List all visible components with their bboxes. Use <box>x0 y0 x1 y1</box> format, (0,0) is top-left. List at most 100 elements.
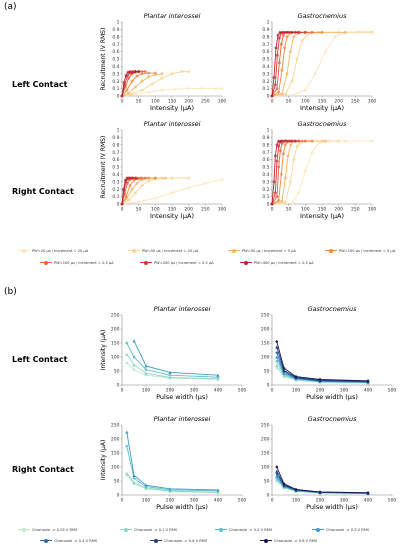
x-tick-label: 200 <box>184 99 193 105</box>
data-point <box>220 87 224 91</box>
data-point <box>275 355 279 359</box>
legend-b: Chronaxie -> 0.05 V RMS Chronaxie -> 0.1… <box>0 527 420 549</box>
data-point <box>337 139 341 143</box>
y-tick-label: 0.2 <box>262 79 269 85</box>
data-point <box>153 196 157 200</box>
x-tick-label: 300 <box>190 498 199 504</box>
x-tick-label: 400 <box>214 498 223 504</box>
x-tick-label: 150 <box>318 99 327 105</box>
y-tick-label: 0 <box>267 493 270 499</box>
data-point <box>285 30 289 34</box>
y-tick-label: 0.5 <box>112 57 119 63</box>
chart-a-right-gastrocnemius: Gastrocnemius 0 0.10.2 0.30.40.5 0.60.7 0.80.… <box>262 120 377 220</box>
data-point <box>275 53 279 57</box>
x-tick-label: 500 <box>238 388 247 394</box>
x-tick-label: 300 <box>218 99 227 105</box>
data-point <box>277 198 281 202</box>
data-point <box>133 93 137 96</box>
x-tick-label: 0 <box>121 388 124 394</box>
data-point <box>120 202 124 206</box>
data-point <box>120 94 124 98</box>
y-tick-label: 0.4 <box>262 64 269 70</box>
data-point <box>275 143 279 147</box>
data-point <box>147 90 151 94</box>
x-tick-label: 200 <box>166 388 175 394</box>
data-point <box>203 181 207 185</box>
legend-b-item: Chronaxie -> 0.1 V RMS <box>120 527 177 532</box>
x-tick-label: 300 <box>190 388 199 394</box>
y-tick-label: 0 <box>267 94 270 100</box>
x-tick-label: 0 <box>121 498 124 504</box>
y-tick-label: 0.3 <box>112 179 119 185</box>
data-point <box>275 340 279 344</box>
x-tick-label: 300 <box>340 498 349 504</box>
y-tick-label: 0.7 <box>262 42 269 48</box>
data-point <box>289 143 293 147</box>
legend-a: PW=20 µs / Increment = 20 µA PW=50 µs / … <box>0 248 420 276</box>
chart-b-left-plantar-interossei: Plantar interossei 0 50 100 150 200 250 0 100 200… <box>100 305 247 401</box>
data-point <box>283 93 287 96</box>
data-point <box>277 165 281 169</box>
data-point <box>160 72 164 76</box>
y-tick-label: 250 <box>261 313 270 319</box>
data-point <box>294 375 298 379</box>
data-point <box>303 139 307 143</box>
data-point <box>292 35 296 39</box>
data-point <box>137 200 141 204</box>
data-point <box>127 198 131 202</box>
chart-b-right-gastrocnemius: Gastrocnemius 0 50 100 150 200 250 0 100 200 300 40… <box>261 415 397 511</box>
legend-a-item: PW=50 µs / Increment = 10 µA <box>128 248 198 253</box>
data-point <box>366 491 370 495</box>
data-point <box>275 465 279 469</box>
data-point <box>282 482 286 486</box>
x-tick-label: 0 <box>271 498 274 504</box>
y-tick-label: 0 <box>117 493 120 499</box>
data-point <box>125 430 129 434</box>
x-tick-label: 0 <box>271 388 274 394</box>
data-point <box>318 377 322 381</box>
data-point <box>213 87 217 91</box>
data-point <box>147 179 151 183</box>
x-tick-label: 300 <box>368 207 377 213</box>
y-tick-label: 0 <box>117 94 120 100</box>
data-point <box>277 139 281 143</box>
y-tick-label: 0.2 <box>262 187 269 193</box>
data-point <box>282 366 286 370</box>
data-point <box>300 39 304 42</box>
y-tick-label: 0.1 <box>112 86 119 92</box>
x-tick-label: 200 <box>334 207 343 213</box>
y-tick-label: 1 <box>117 20 120 26</box>
data-point <box>153 71 157 75</box>
chart-title: Plantar interossei <box>144 120 201 128</box>
y-axis-label: Recruitment (V RMS) <box>100 28 107 91</box>
chart-title: Plantar interossei <box>144 12 201 20</box>
series-line <box>126 431 219 491</box>
y-tick-label: 0.8 <box>262 34 269 40</box>
chart-a-left-plantar-interossei: Plantar interossei 0 0.10.2 0.30.40.5 0.60.7… <box>100 12 226 112</box>
data-point <box>150 82 154 86</box>
data-point <box>135 74 139 78</box>
x-tick-label: 50 <box>136 99 142 105</box>
chart-title: Gastrocnemius <box>308 415 358 423</box>
y-tick-label: 150 <box>261 341 270 347</box>
y-tick-label: 50 <box>264 369 270 375</box>
y-tick-label: 0.4 <box>262 172 269 178</box>
y-tick-label: 100 <box>261 355 270 361</box>
y-tick-label: 0.7 <box>112 42 119 48</box>
data-point <box>130 79 134 83</box>
data-point <box>276 33 280 37</box>
data-point <box>140 184 144 187</box>
series-line <box>126 445 219 492</box>
data-point <box>220 178 224 182</box>
data-point <box>275 87 279 91</box>
legend-a-item: PW=50 µs / Increment = 5 µA <box>228 248 296 253</box>
data-point <box>290 79 294 83</box>
y-tick-label: 0.9 <box>112 135 119 141</box>
legend-b-item: Chronaxie -> 0.6 V RMS <box>150 538 207 543</box>
data-point <box>124 73 128 77</box>
data-point <box>283 201 287 204</box>
series-line <box>271 31 372 97</box>
data-point <box>125 471 129 475</box>
data-point <box>370 139 374 143</box>
data-point <box>303 30 307 34</box>
